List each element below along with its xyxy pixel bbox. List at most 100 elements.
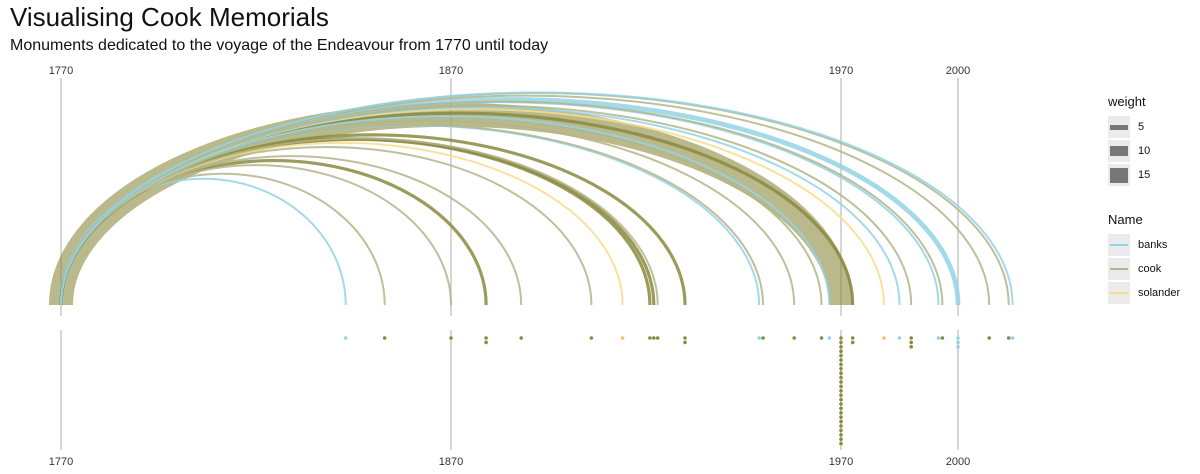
point-cook [940,336,945,340]
point-banks [897,336,902,340]
arc-banks [60,91,1014,306]
name-key-cook [1108,258,1130,280]
point-cook [589,336,594,340]
point-cook [839,349,843,354]
point-cook [839,393,843,398]
point-cook [839,336,843,340]
name-label: cook [1138,263,1162,275]
x-tick-label-top: 1870 [439,65,463,77]
arc-cook [60,155,523,306]
point-cook [648,336,652,340]
point-cook [382,336,387,340]
point-solander [882,336,886,340]
weight-key-10 [1108,140,1130,162]
weight-legend-row: 15 [1108,163,1150,187]
point-cook [839,380,843,384]
point-cook [850,336,855,340]
weight-label: 15 [1138,169,1151,181]
arc-cook [59,137,652,306]
point-banks [827,336,832,340]
name-legend-row: banks [1108,233,1180,257]
point-cook [839,389,843,393]
point-cook [839,358,843,362]
arc-cook [60,172,386,306]
point-cook [909,345,913,349]
weight-key-5 [1108,116,1130,138]
point-cook [792,336,796,340]
point-cook [839,406,843,411]
tick-layer: 1770 1770 1870 1870 1970 1970 2000 2000 [49,65,970,468]
point-cook [655,336,660,340]
name-legend-row: solander [1108,281,1180,305]
point-cook [839,371,843,376]
name-key-banks [1108,234,1130,256]
name-legend: Name banks cook solander [1108,212,1180,305]
arc-banks [60,101,940,306]
point-cook [909,336,913,340]
chart-subtitle: Monuments dedicated to the voyage of the… [10,37,549,54]
point-cook [839,384,843,389]
point-banks [343,336,348,340]
point-cook [819,336,824,340]
x-tick-label-bottom: 2000 [946,456,970,468]
point-banks [956,340,960,345]
arc-cook [60,145,593,306]
point-cook [839,415,843,420]
point-cook [839,428,843,433]
point-cook [839,433,843,437]
point-cook [839,353,843,358]
x-tick-label-top: 1970 [829,65,853,77]
chart-title: Visualising Cook Memorials [10,2,329,32]
arc-cook [59,133,687,306]
point-cook [909,340,913,345]
point-banks [936,336,941,340]
point-cook [449,336,453,340]
point-cook [683,340,687,345]
weight-label: 10 [1138,145,1151,157]
point-cook [987,336,991,340]
x-tick-label-bottom: 1970 [829,456,853,468]
point-cook [1006,336,1011,340]
point-cook [839,340,843,345]
x-tick-label-top: 2000 [946,65,970,77]
point-banks [757,336,761,340]
x-tick-label-top: 1770 [49,65,73,77]
point-cook [839,362,843,367]
point-cook [839,437,843,442]
point-cook [850,340,855,345]
name-key-solander [1108,282,1130,304]
name-legend-row: cook [1108,257,1180,281]
point-cook [839,397,843,402]
arc-layer [49,91,1014,306]
weight-legend: weight 5 10 15 [1108,94,1150,187]
point-cook [484,340,488,345]
arc-chart: 1770 1770 1870 1870 1970 1970 2000 2000 [49,65,1015,468]
name-label: banks [1138,239,1168,251]
point-cook [484,336,488,340]
weight-legend-row: 10 [1108,139,1150,163]
point-cook [839,402,843,406]
point-cook [839,411,843,415]
arc-banks [60,177,347,306]
point-cook [839,424,843,428]
point-cook [839,375,843,380]
name-label: solander [1138,287,1181,299]
point-banks [1010,336,1015,340]
weight-key-15 [1108,164,1130,186]
point-cook [519,336,523,340]
weight-legend-title: weight [1108,94,1146,109]
point-cook [839,345,843,349]
x-tick-label-bottom: 1770 [49,456,73,468]
arc-solander [60,108,885,306]
point-cook [839,441,843,446]
name-legend-title: Name [1108,212,1143,227]
point-cook [683,336,687,340]
point-layer [343,336,1015,446]
point-banks [956,345,960,349]
point-cook [839,367,843,371]
point-cook [839,419,843,424]
weight-label: 5 [1138,121,1145,133]
point-cook [652,336,656,340]
arc-cook [59,137,656,306]
x-tick-label-bottom: 1870 [439,456,463,468]
